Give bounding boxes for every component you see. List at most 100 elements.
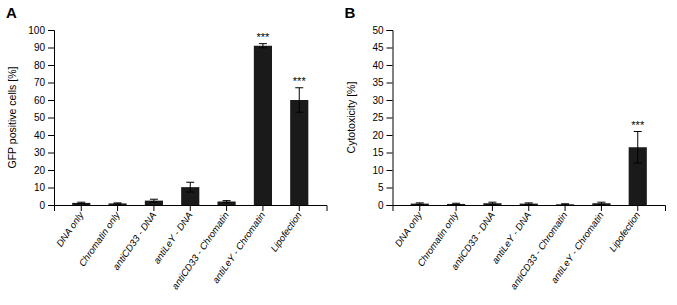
x-tick-label: antiCD33 - DNA [449, 210, 497, 272]
y-axis: 0 10 20 30 40 50 60 70 80 90 100 [28, 25, 54, 211]
panel-title: B [345, 4, 356, 21]
bar [290, 100, 308, 205]
y-tick-mark [387, 118, 393, 119]
x-tick-mark [299, 205, 300, 211]
error-bar [223, 201, 231, 203]
x-tick-mark [492, 205, 493, 211]
bar [72, 203, 90, 205]
x-tick: DNA only [54, 205, 87, 249]
error-bar [114, 203, 122, 204]
y-tick: 60 [34, 95, 54, 106]
y-tick: 35 [372, 77, 392, 88]
y-tick: 20 [34, 165, 54, 176]
plot-area [72, 44, 308, 205]
x-tick-mark [637, 205, 638, 211]
y-tick-mark [48, 118, 54, 119]
y-tick: 5 [378, 182, 393, 193]
y-axis: 05101520253035404550 [372, 25, 393, 211]
y-tick-mark [48, 100, 54, 101]
y-tick: 0 [378, 200, 393, 211]
x-axis: DNA onlyChromatin onlyantiCD33 - DNAanti… [54, 205, 327, 291]
y-tick-label: 30 [34, 147, 46, 158]
y-tick-mark [48, 153, 54, 154]
y-tick-label: 0 [39, 200, 45, 211]
axis-line [55, 206, 328, 212]
x-tick-label: DNA only [54, 209, 87, 249]
y-tick-label: 0 [378, 200, 384, 211]
y-tick-label: 10 [372, 165, 384, 176]
y-tick: 30 [372, 95, 392, 106]
y-tick-label: 80 [34, 60, 46, 71]
y-tick-mark [387, 48, 393, 49]
x-tick-label: antiLeY - Chromatin [210, 210, 267, 285]
x-tick-mark [117, 205, 118, 211]
error-bar [525, 203, 533, 204]
y-tick: 20 [372, 130, 392, 141]
y-tick: 10 [34, 182, 54, 193]
y-tick-label: 40 [34, 130, 46, 141]
y-tick-mark [48, 170, 54, 171]
y-tick: 40 [372, 60, 392, 71]
x-tick-mark [601, 205, 602, 211]
y-tick: 15 [372, 147, 392, 158]
y-tick: 25 [372, 112, 392, 123]
x-tick-label: Lipofection [268, 210, 303, 254]
y-tick-label: 15 [372, 147, 384, 158]
y-tick-label: 100 [28, 25, 45, 36]
x-tick: Lipofection [268, 205, 303, 254]
y-tick-mark [48, 188, 54, 189]
y-tick-mark [387, 135, 393, 136]
y-tick-label: 90 [34, 42, 46, 53]
y-tick-mark [48, 205, 54, 206]
y-tick-label: 25 [372, 112, 384, 123]
x-tick-mark [190, 205, 191, 211]
y-tick-label: 50 [34, 112, 46, 123]
error-bar [77, 202, 85, 203]
bar [254, 46, 272, 205]
plot-area [411, 132, 647, 206]
y-tick-mark [387, 153, 393, 154]
panel: 0 10 20 30 40 50 60 70 80 90 100 DNA onlyChromatin … [6, 4, 327, 291]
x-tick-label: Lipofection [607, 210, 642, 254]
y-tick-mark [387, 100, 393, 101]
error-bar [634, 132, 642, 164]
error-bar [259, 44, 267, 48]
y-tick: 50 [34, 112, 54, 123]
x-tick-mark [565, 205, 566, 211]
annotation: *** [631, 119, 645, 131]
x-axis: DNA onlyChromatin onlyantiCD33 - DNAanti… [392, 205, 665, 291]
x-tick-label: DNA only [392, 209, 425, 249]
y-tick: 50 [372, 25, 392, 36]
y-tick: 10 [372, 165, 392, 176]
bar [520, 204, 538, 205]
x-tick: DNA only [392, 205, 425, 249]
x-tick-mark [419, 205, 420, 211]
x-tick: antiCD33 - DNA [449, 205, 497, 272]
y-tick-label: 40 [372, 60, 384, 71]
x-tick-mark [153, 205, 154, 211]
error-bar [150, 199, 158, 202]
y-tick: 70 [34, 77, 54, 88]
y-tick-label: 35 [372, 77, 384, 88]
y-tick-mark [387, 30, 393, 31]
y-tick: 30 [34, 147, 54, 158]
x-tick-mark [262, 205, 263, 211]
x-tick: antiLeY - Chromatin [548, 205, 605, 285]
error-bar [452, 203, 460, 204]
y-tick-mark [48, 48, 54, 49]
axis-line [387, 31, 394, 206]
error-bar [186, 182, 194, 192]
error-bar [295, 88, 303, 113]
y-axis-title: Cytotoxicity [%] [345, 82, 357, 154]
y-axis-title: GFP positive cells [%] [6, 66, 18, 168]
y-tick-label: 20 [372, 130, 384, 141]
y-tick-mark [387, 188, 393, 189]
y-tick-mark [48, 30, 54, 31]
annotation: *** [256, 31, 270, 43]
y-tick-mark [387, 205, 393, 206]
error-bar [561, 204, 569, 205]
bar [447, 204, 465, 205]
x-tick-label: antiLeY - Chromatin [548, 210, 605, 285]
y-tick-mark [387, 170, 393, 171]
bar [556, 204, 574, 205]
